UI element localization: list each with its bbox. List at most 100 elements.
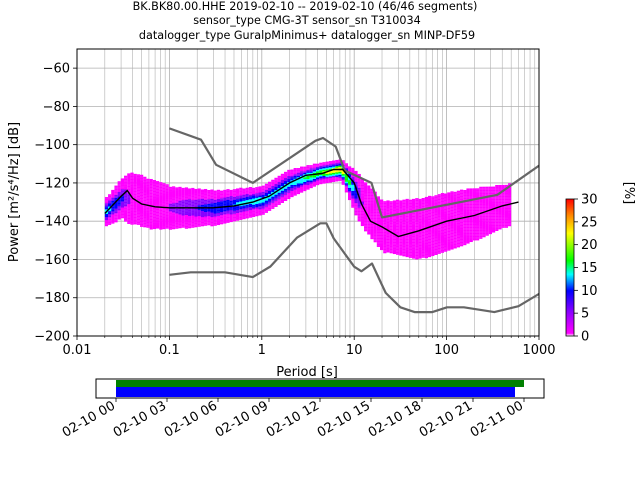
density-cell: [168, 189, 173, 192]
density-cell: [402, 234, 406, 237]
density-cell: [136, 183, 141, 186]
density-cell: [434, 195, 438, 197]
density-cell: [309, 180, 313, 183]
density-cell: [447, 232, 451, 234]
density-cell: [152, 181, 157, 184]
density-cell: [287, 179, 291, 181]
density-cell: [197, 220, 201, 223]
density-cell: [162, 224, 166, 227]
density-cell: [463, 211, 467, 214]
density-cell: [424, 204, 429, 207]
density-cell: [437, 207, 441, 210]
density-cell: [232, 190, 237, 193]
density-cell: [501, 203, 505, 205]
density-cell: [492, 206, 496, 209]
density-cell: [450, 211, 454, 213]
density-cell: [498, 217, 502, 219]
density-cell: [159, 228, 163, 230]
density-cell: [437, 218, 441, 221]
density-cell: [450, 191, 454, 193]
density-cell: [392, 211, 397, 213]
density-cell: [229, 209, 233, 212]
density-cell: [440, 248, 445, 250]
density-cell: [120, 198, 125, 200]
density-cell: [370, 236, 374, 238]
density-cell: [402, 245, 406, 248]
density-cell: [498, 207, 502, 210]
density-cell: [412, 198, 416, 201]
density-cell: [159, 214, 163, 216]
density-cell: [488, 192, 493, 195]
density-cell: [120, 192, 125, 194]
density-cell: [159, 217, 163, 219]
density-cell: [450, 195, 454, 198]
density-cell: [120, 210, 125, 213]
density-cell: [370, 200, 374, 203]
density-cell: [399, 238, 403, 241]
density-cell: [434, 216, 438, 219]
density-cell: [405, 249, 409, 251]
density-cell: [156, 207, 160, 209]
density-cell: [223, 195, 227, 198]
density-cell: [412, 224, 416, 227]
density-cell: [508, 195, 512, 198]
density-cell: [191, 204, 195, 207]
density-cell: [453, 213, 457, 215]
density-cell: [136, 189, 141, 192]
density-cell: [261, 208, 265, 211]
density-cell: [210, 209, 214, 211]
density-cell: [191, 195, 195, 198]
density-cell: [456, 238, 461, 240]
density-cell: [143, 195, 147, 197]
density-cell: [482, 215, 486, 218]
density-cell: [386, 238, 390, 241]
density-cell: [162, 193, 166, 196]
density-cell: [431, 243, 435, 246]
density-cell: [108, 215, 112, 218]
density-cell: [133, 179, 137, 182]
density-cell: [437, 233, 441, 236]
density-cell: [124, 177, 128, 179]
density-cell: [248, 193, 253, 195]
density-cell: [325, 167, 329, 170]
density-cell: [392, 244, 397, 247]
density-cell: [498, 189, 502, 192]
density-cell: [488, 189, 493, 192]
density-cell: [127, 220, 131, 223]
density-cell: [357, 199, 361, 202]
density-cell: [236, 217, 240, 220]
density-cell: [124, 213, 128, 216]
density-cell: [328, 176, 333, 178]
density-cell: [386, 214, 390, 216]
density-cell: [114, 191, 118, 194]
density-cell: [399, 206, 403, 209]
density-cell: [367, 211, 371, 214]
density-cell: [348, 198, 352, 201]
y-tick-label: −200: [34, 330, 70, 345]
density-cell: [162, 219, 166, 222]
density-cell: [389, 234, 393, 237]
density-cell: [312, 181, 317, 184]
density-cell: [130, 220, 134, 222]
density-cell: [184, 213, 189, 215]
density-cell: [328, 171, 333, 174]
density-cell: [396, 225, 400, 228]
density-cell: [280, 196, 285, 199]
density-cell: [431, 202, 435, 205]
psd-coverage-bar: [116, 387, 515, 397]
density-cell: [248, 196, 253, 198]
density-cell: [303, 181, 307, 184]
density-cell: [290, 195, 294, 198]
density-cell: [184, 214, 189, 217]
density-cell: [444, 233, 448, 235]
density-cell: [213, 219, 217, 222]
density-cell: [152, 212, 157, 214]
density-cell: [140, 214, 144, 217]
density-cell: [456, 216, 461, 219]
density-cell: [348, 173, 352, 176]
density-cell: [316, 171, 320, 173]
density-cell: [498, 184, 502, 187]
density-cell: [405, 229, 409, 232]
density-cell: [172, 224, 176, 227]
density-cell: [424, 215, 429, 217]
